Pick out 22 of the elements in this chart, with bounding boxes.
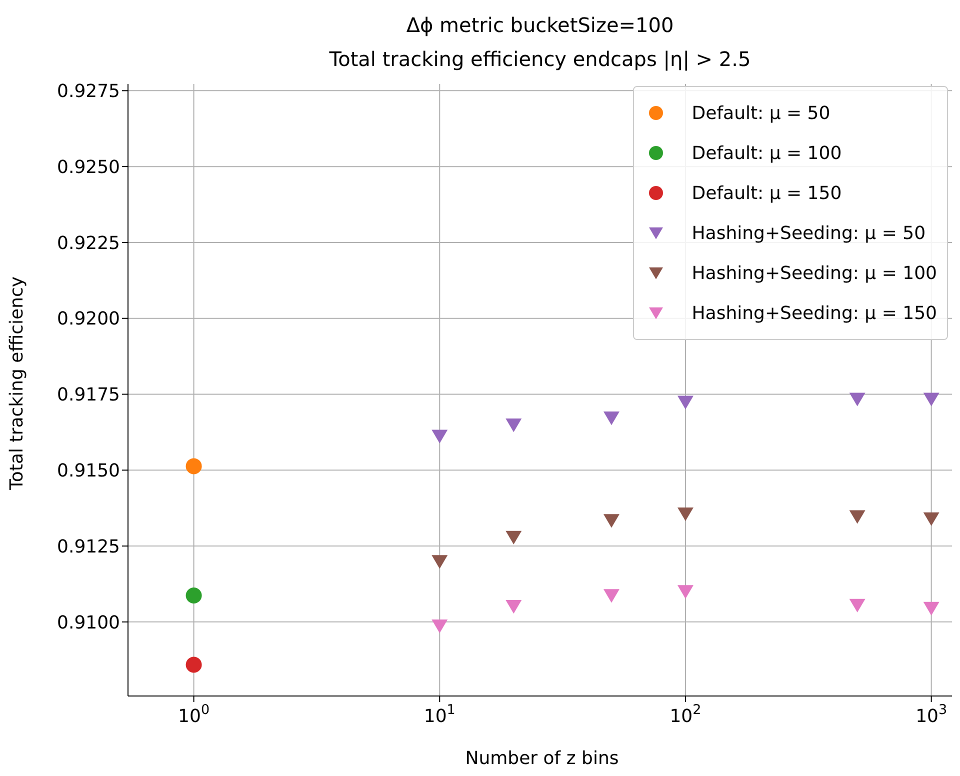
y-tick-label: 0.9250 <box>57 156 120 178</box>
y-tick-label: 0.9225 <box>57 232 120 254</box>
x-axis-title: Number of z bins <box>465 748 619 769</box>
y-tick-label: 0.9200 <box>57 308 120 330</box>
chart-title: Δϕ metric bucketSize=100 <box>405 12 675 39</box>
x-tick-label: 10$^{2}$ <box>670 702 702 727</box>
y-tick-label: 0.9275 <box>57 81 120 102</box>
legend-label: Default: μ = 50 <box>692 102 830 124</box>
legend-label: Default: μ = 100 <box>692 142 842 164</box>
y-tick-label: 0.9125 <box>57 536 120 558</box>
x-tick-label: 10$^{0}$ <box>178 702 210 727</box>
x-tick-label: 10$^{1}$ <box>424 702 456 727</box>
legend-label: Hashing+Seeding: μ = 100 <box>692 262 937 284</box>
x-tick-label: 10$^{3}$ <box>916 702 948 727</box>
legend-label: Default: μ = 150 <box>692 182 842 204</box>
legend-label: Hashing+Seeding: μ = 50 <box>692 222 926 244</box>
y-tick-label: 0.9175 <box>57 384 120 406</box>
y-tick-label: 0.9100 <box>57 612 120 634</box>
y-axis-title: Total tracking efficiency <box>6 276 28 491</box>
y-tick-label: 0.9150 <box>57 460 120 482</box>
legend-label: Hashing+Seeding: μ = 150 <box>692 302 937 324</box>
chart-subtitle: Total tracking efficiency endcaps |η| > 2.5 <box>328 46 752 73</box>
